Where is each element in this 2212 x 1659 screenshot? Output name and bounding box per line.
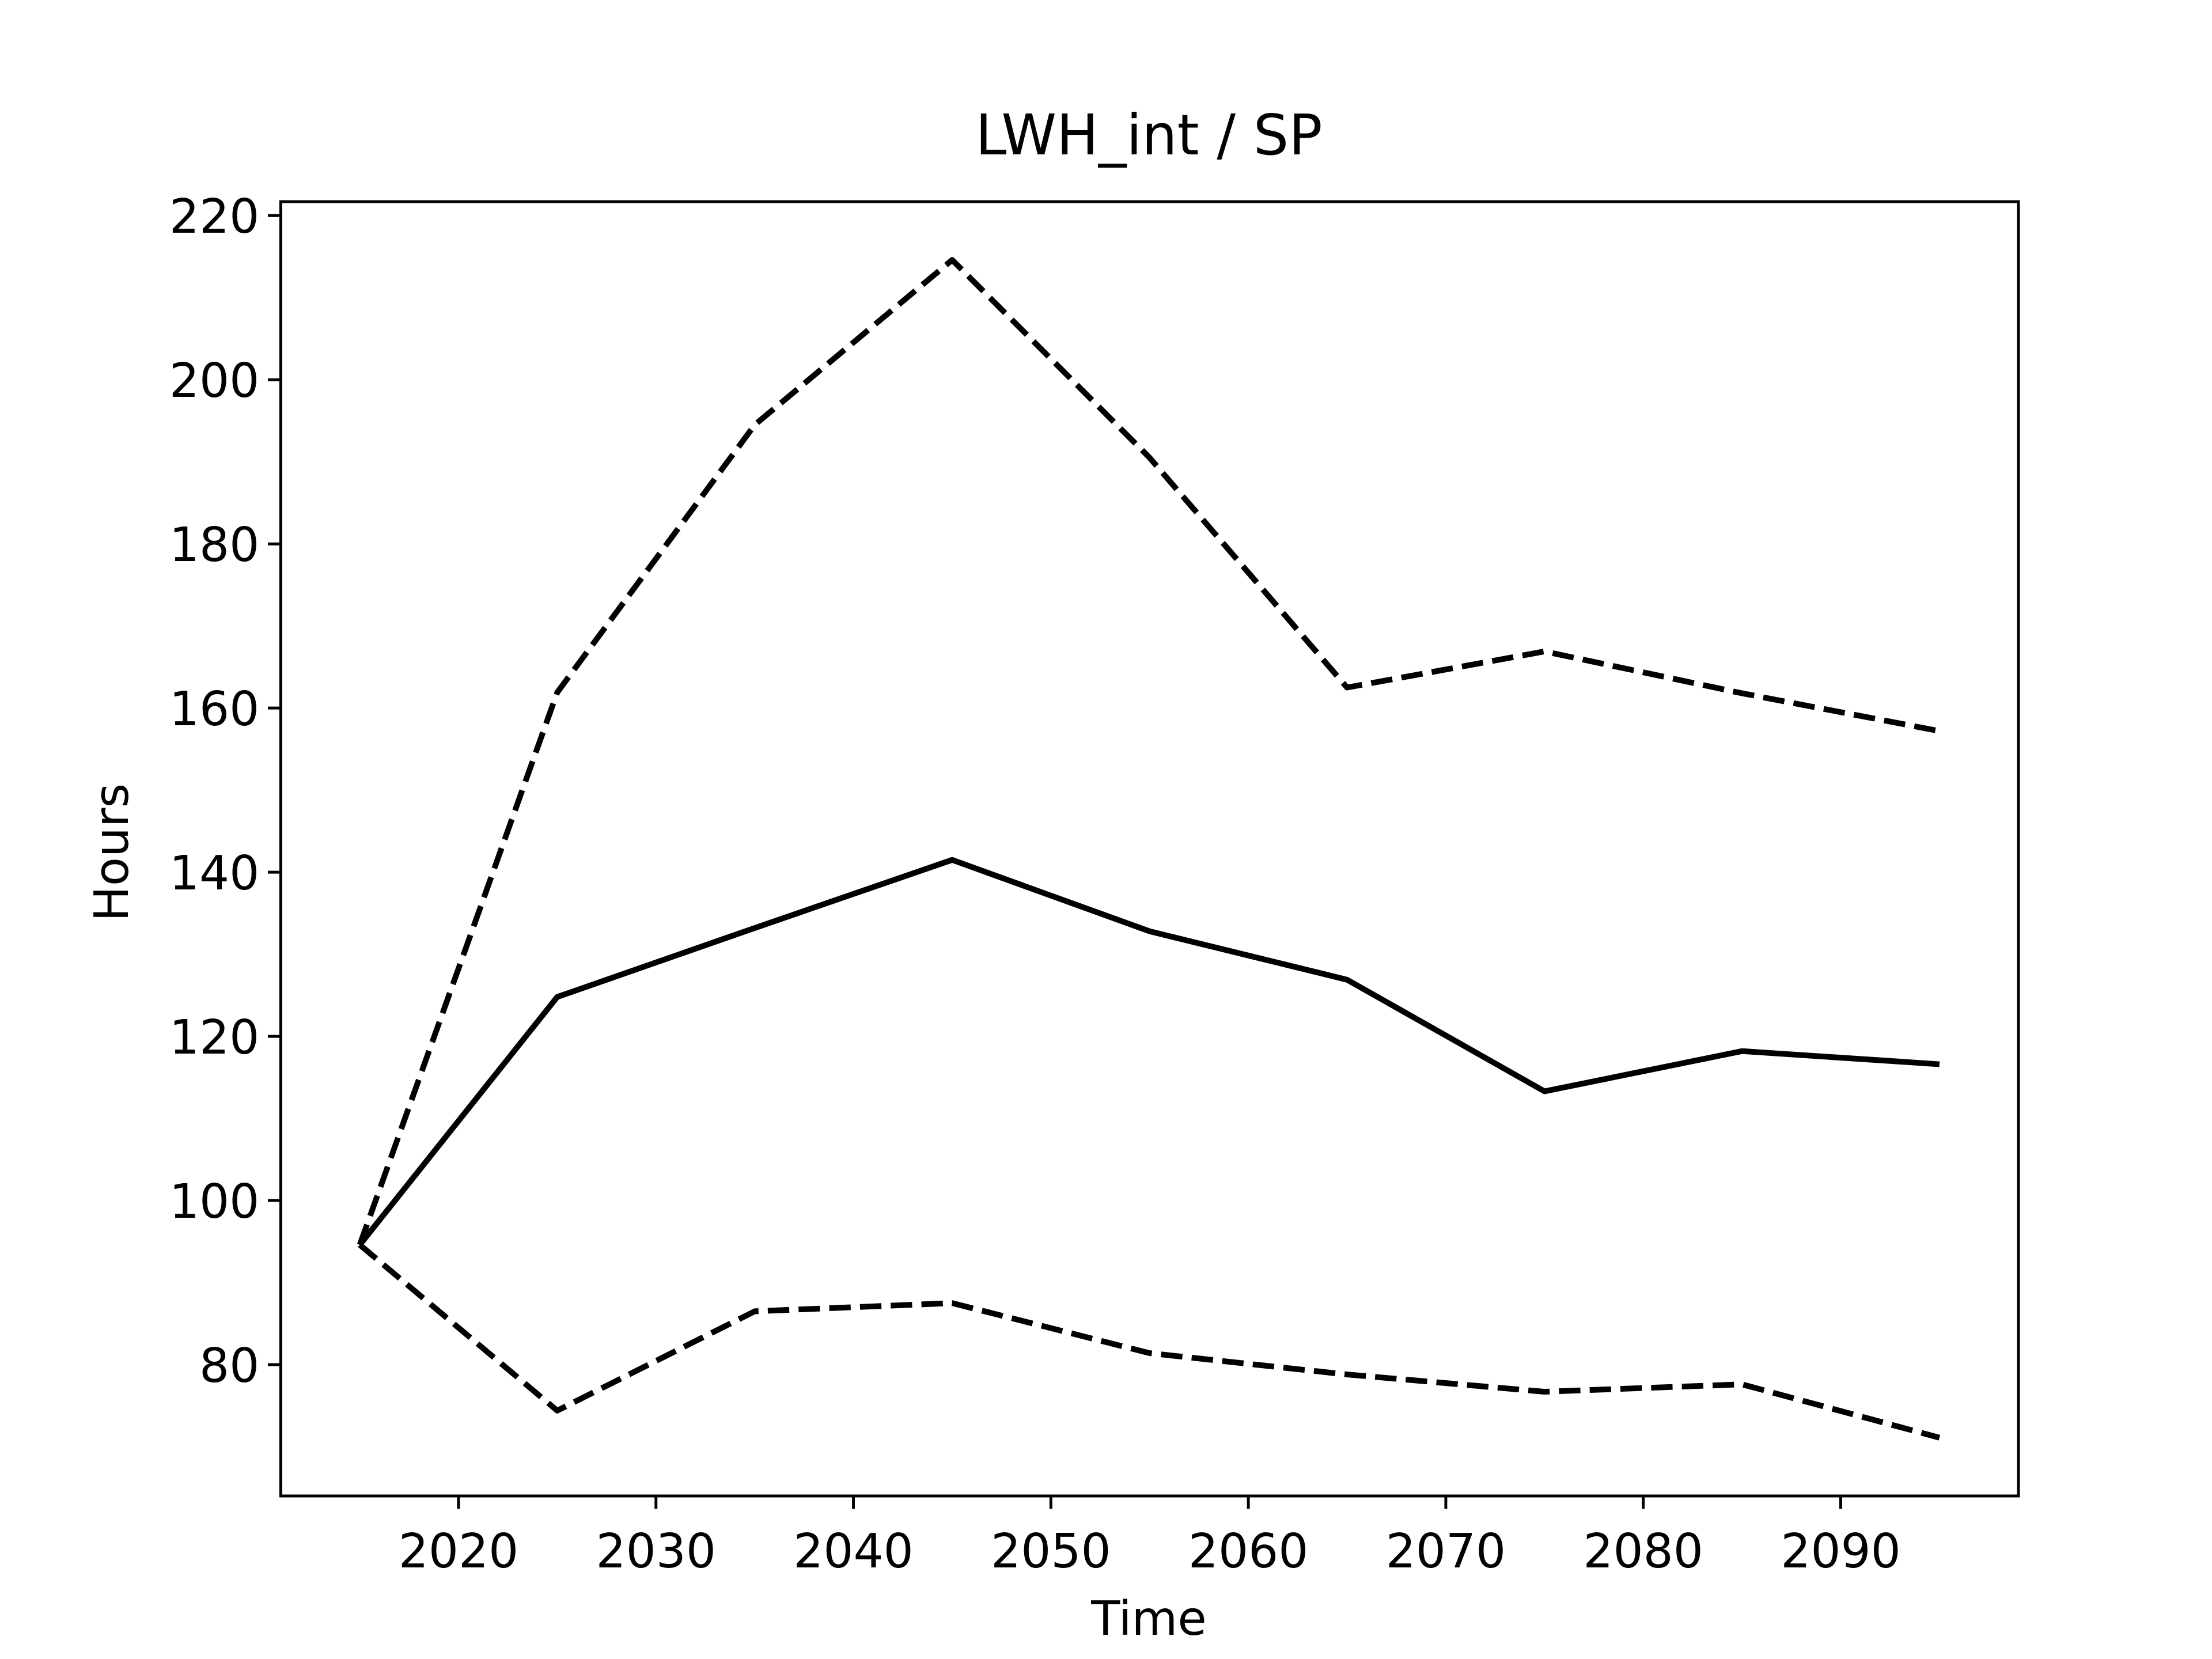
y-tick-label: 100 — [169, 1175, 259, 1229]
x-tick-label: 2030 — [596, 1524, 716, 1579]
y-tick-label: 200 — [169, 354, 259, 408]
x-tick-label: 2060 — [1188, 1524, 1309, 1579]
line-series — [357, 857, 1940, 1247]
plot-frame — [279, 200, 2020, 1498]
x-tick-label: 2040 — [793, 1524, 914, 1579]
x-tick-label: 2070 — [1386, 1524, 1506, 1579]
y-tick-label: 220 — [169, 190, 259, 244]
y-tick-label: 160 — [169, 682, 259, 737]
x-tick-label: 2090 — [1781, 1524, 1900, 1579]
y-tick-label: 80 — [199, 1339, 259, 1393]
y-tick-label: 180 — [169, 518, 259, 573]
line-series — [357, 257, 1940, 1246]
line-series — [358, 1243, 1941, 1441]
x-tick-label: 2080 — [1583, 1524, 1703, 1579]
x-tick-label: 2020 — [399, 1524, 519, 1579]
x-axis-label: Time — [1090, 1592, 1206, 1646]
x-tick-label: 2050 — [991, 1524, 1111, 1579]
y-tick-label: 120 — [169, 1010, 259, 1065]
y-tick-label: 140 — [169, 846, 259, 901]
chart-title: LWH_int / SP — [975, 103, 1322, 168]
y-axis-label: Hours — [85, 783, 139, 922]
